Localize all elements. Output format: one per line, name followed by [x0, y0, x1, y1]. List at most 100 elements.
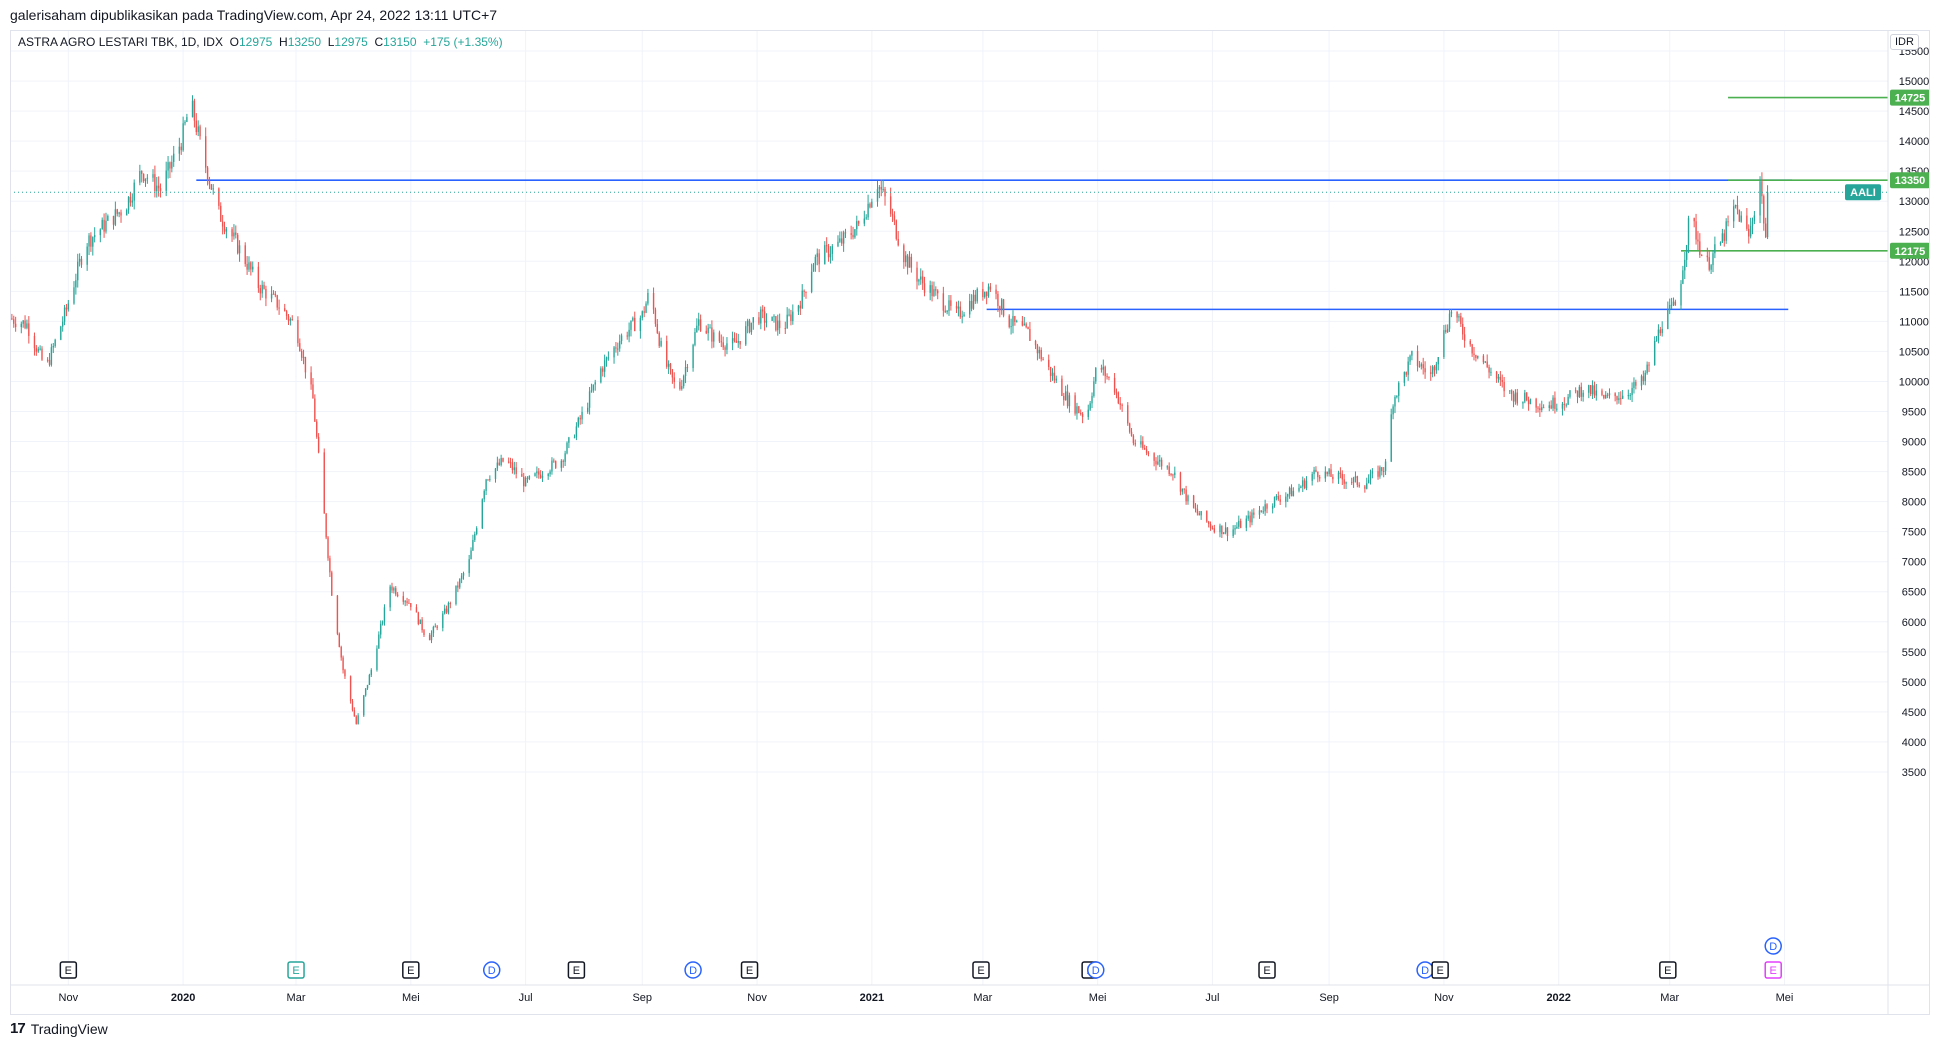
candle-body[interactable]	[920, 276, 922, 280]
tradingview-logo-icon[interactable]: 17	[10, 1020, 26, 1037]
candle-body[interactable]	[905, 255, 907, 263]
candle-body[interactable]	[225, 229, 228, 232]
candle-body[interactable]	[1631, 387, 1633, 396]
candle-body[interactable]	[1621, 395, 1624, 399]
candle-body[interactable]	[1093, 381, 1095, 396]
candle-body[interactable]	[745, 326, 747, 345]
candle-body[interactable]	[762, 309, 764, 312]
candle-body[interactable]	[916, 267, 918, 282]
candle-body[interactable]	[235, 232, 237, 235]
candle-body[interactable]	[607, 357, 610, 359]
candle-body[interactable]	[1089, 403, 1091, 410]
candle-body[interactable]	[1100, 367, 1103, 370]
candle-body[interactable]	[750, 322, 753, 333]
candle-body[interactable]	[304, 356, 307, 373]
candle-body[interactable]	[1302, 480, 1304, 487]
candle-body[interactable]	[944, 310, 946, 313]
candle-body[interactable]	[173, 153, 175, 162]
candle-body[interactable]	[285, 311, 288, 316]
candle-body[interactable]	[73, 287, 75, 304]
candle-body[interactable]	[112, 215, 115, 225]
candle-body[interactable]	[1262, 511, 1264, 513]
candle-body[interactable]	[1503, 382, 1505, 392]
candle-body[interactable]	[882, 188, 884, 190]
candle-body[interactable]	[765, 320, 768, 323]
candle-body[interactable]	[746, 320, 749, 327]
candle-body[interactable]	[1495, 371, 1498, 379]
candle-body[interactable]	[987, 286, 990, 297]
candle-body[interactable]	[481, 499, 484, 529]
candle-body[interactable]	[1712, 253, 1714, 266]
candle-body[interactable]	[1486, 361, 1488, 367]
earnings-event-icon[interactable]	[402, 961, 420, 979]
candle-body[interactable]	[310, 372, 312, 385]
earnings-event-icon[interactable]	[287, 961, 305, 979]
candle-body[interactable]	[511, 462, 514, 471]
candle-body[interactable]	[1501, 380, 1503, 383]
candle-body[interactable]	[1102, 366, 1105, 370]
candle-body[interactable]	[391, 586, 393, 591]
candle-body[interactable]	[1277, 496, 1280, 500]
candle-body[interactable]	[1223, 532, 1225, 535]
candle-body[interactable]	[1655, 340, 1658, 342]
candle-body[interactable]	[77, 261, 79, 281]
candle-body[interactable]	[270, 293, 273, 299]
candle-body[interactable]	[1064, 391, 1067, 401]
candle-body[interactable]	[1300, 486, 1302, 488]
candle-body[interactable]	[1431, 366, 1434, 374]
candle-body[interactable]	[489, 478, 491, 480]
candle-body[interactable]	[825, 245, 828, 247]
candle-body[interactable]	[942, 293, 945, 311]
candle-body[interactable]	[931, 285, 933, 297]
candle-body[interactable]	[1166, 466, 1168, 468]
candle-body[interactable]	[1748, 228, 1750, 237]
candle-body[interactable]	[494, 468, 497, 479]
candle-body[interactable]	[1159, 459, 1161, 462]
candle-body[interactable]	[696, 325, 698, 333]
candle-body[interactable]	[1121, 404, 1123, 406]
candle-body[interactable]	[923, 283, 926, 293]
candle-body[interactable]	[220, 205, 222, 222]
candle-body[interactable]	[26, 323, 28, 328]
candle-body[interactable]	[408, 602, 410, 604]
candle-body[interactable]	[1014, 316, 1016, 322]
candle-body[interactable]	[581, 411, 583, 420]
candle-body[interactable]	[1542, 407, 1545, 409]
candle-body[interactable]	[1068, 395, 1071, 407]
candle-body[interactable]	[428, 634, 431, 641]
candle-body[interactable]	[667, 363, 670, 367]
candle-body[interactable]	[521, 473, 523, 477]
candle-body[interactable]	[1185, 489, 1187, 502]
candle-body[interactable]	[523, 476, 525, 487]
candle-body[interactable]	[722, 342, 724, 348]
candle-body[interactable]	[850, 233, 852, 235]
candle-body[interactable]	[526, 477, 529, 479]
candle-body[interactable]	[33, 335, 36, 349]
candle-body[interactable]	[231, 229, 233, 237]
candle-body[interactable]	[684, 367, 687, 377]
candle-body[interactable]	[415, 607, 418, 613]
candle-body[interactable]	[1168, 466, 1170, 474]
candle-body[interactable]	[1522, 401, 1524, 404]
candle-body[interactable]	[93, 235, 96, 238]
candle-body[interactable]	[1366, 483, 1368, 489]
candle-body[interactable]	[1061, 378, 1063, 396]
candle-body[interactable]	[1527, 400, 1530, 405]
candle-body[interactable]	[1002, 299, 1005, 316]
candle-body[interactable]	[1411, 351, 1413, 356]
candle-body[interactable]	[803, 290, 805, 292]
candle-body[interactable]	[1640, 376, 1643, 386]
candle-body[interactable]	[1106, 376, 1108, 378]
candle-body[interactable]	[1358, 484, 1360, 487]
candle-body[interactable]	[274, 293, 277, 296]
candle-body[interactable]	[383, 607, 386, 622]
candle-body[interactable]	[1554, 397, 1556, 409]
candle-body[interactable]	[895, 220, 898, 239]
candle-body[interactable]	[618, 340, 621, 349]
candle-body[interactable]	[1253, 512, 1255, 515]
candle-body[interactable]	[1490, 371, 1492, 373]
candle-body[interactable]	[1196, 509, 1199, 514]
candle-body[interactable]	[592, 384, 595, 391]
candle-body[interactable]	[423, 630, 425, 635]
candle-body[interactable]	[1405, 372, 1407, 375]
